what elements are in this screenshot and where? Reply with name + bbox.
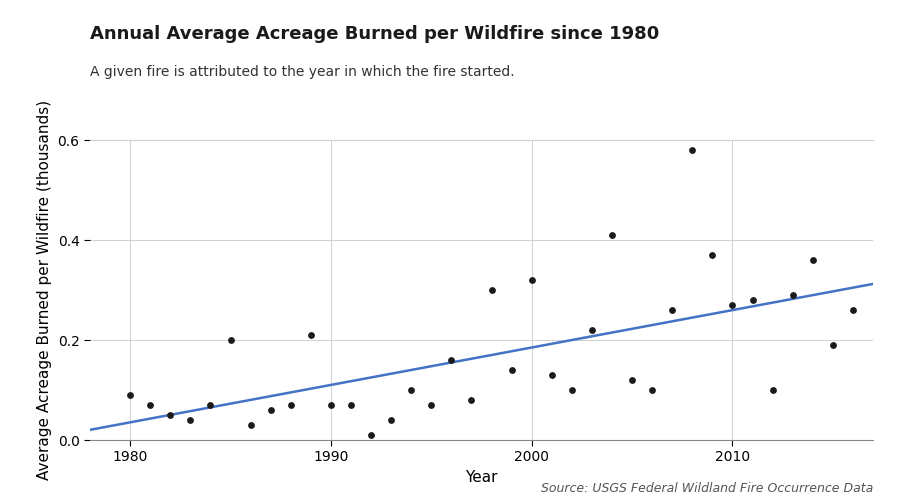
Point [223,336,238,344]
Text: A given fire is attributed to the year in which the fire started.: A given fire is attributed to the year i… [90,65,515,79]
Point [706,251,720,259]
Point [324,401,338,409]
Point [344,401,358,409]
Point [504,366,518,374]
X-axis label: Year: Year [465,470,498,485]
Point [525,276,539,284]
Point [825,341,840,349]
Point [464,396,479,404]
Y-axis label: Average Acreage Burned per Wildfire (thousands): Average Acreage Burned per Wildfire (tho… [37,100,52,480]
Point [384,416,399,424]
Text: Annual Average Acreage Burned per Wildfire since 1980: Annual Average Acreage Burned per Wildfi… [90,25,659,43]
Point [806,256,820,264]
Point [284,401,298,409]
Point [364,431,378,439]
Point [123,391,138,399]
Point [404,386,419,394]
Point [745,296,760,304]
Point [685,146,699,154]
Point [445,356,459,364]
Point [786,291,800,299]
Text: Source: USGS Federal Wildland Fire Occurrence Data: Source: USGS Federal Wildland Fire Occur… [541,482,873,495]
Point [424,401,438,409]
Point [585,326,599,334]
Point [184,416,198,424]
Point [625,376,639,384]
Point [645,386,660,394]
Point [564,386,579,394]
Point [725,301,740,309]
Point [163,411,177,419]
Point [243,421,257,429]
Point [544,371,559,379]
Point [484,286,499,294]
Point [203,401,218,409]
Point [303,331,318,339]
Point [765,386,779,394]
Point [143,401,157,409]
Point [665,306,680,314]
Point [846,306,860,314]
Point [605,231,619,239]
Point [264,406,278,414]
